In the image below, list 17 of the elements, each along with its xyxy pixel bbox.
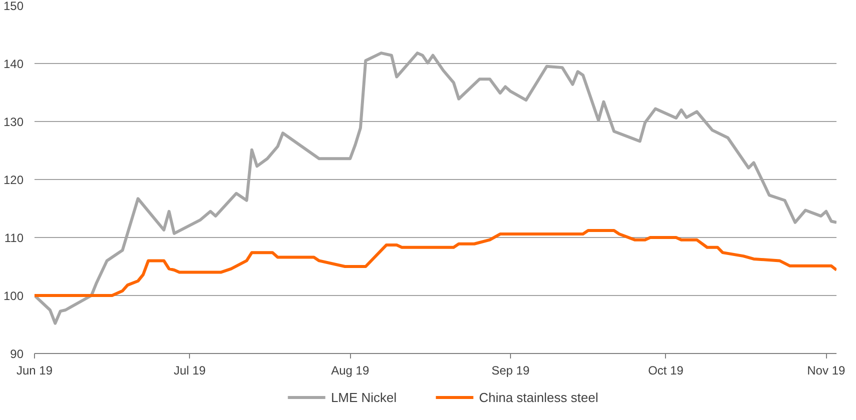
- y-tick-label: 90: [10, 347, 24, 361]
- y-tick-label: 100: [3, 289, 24, 303]
- legend-label: LME Nickel: [330, 390, 397, 405]
- x-tick-label: Nov 19: [807, 364, 846, 378]
- line-series: [34, 52, 836, 325]
- x-tick-label: Oct 19: [648, 364, 684, 378]
- y-tick-label: 140: [3, 57, 24, 71]
- x-tick-label: Aug 19: [331, 364, 370, 378]
- x-tick-label: Jul 19: [174, 364, 206, 378]
- y-tick-label: 120: [3, 173, 24, 187]
- y-tick-label: 130: [3, 115, 24, 129]
- y-tick-label: 150: [3, 0, 24, 13]
- y-tick-label: 110: [4, 231, 24, 245]
- legend-label: China stainless steel: [478, 390, 598, 405]
- x-tick-label: Jun 19: [16, 364, 53, 378]
- line-series: [34, 229, 836, 297]
- x-tick-label: Sep 19: [492, 364, 530, 378]
